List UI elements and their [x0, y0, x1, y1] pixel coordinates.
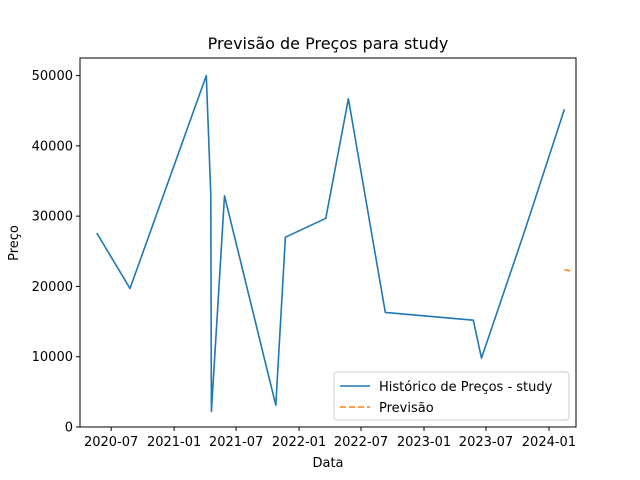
y-tick-label: 30000 [32, 210, 73, 225]
chart-title: Previsão de Preços para study [208, 34, 449, 53]
legend-label-forecast: Previsão [379, 401, 434, 416]
y-tick-label: 40000 [32, 139, 73, 154]
y-axis-label: Preço [7, 225, 22, 261]
x-tick-label: 2023-07 [459, 435, 513, 450]
x-tick-label: 2021-07 [209, 435, 263, 450]
x-axis: 2020-07 2021-01 2021-07 2022-01 2022-07 2023-… [84, 427, 576, 450]
plot-area [96, 74, 572, 413]
y-tick-label: 10000 [32, 350, 73, 365]
series-line-0 [96, 74, 566, 413]
x-tick-label: 2021-01 [147, 435, 201, 450]
x-tick-label: 2020-07 [84, 435, 138, 450]
y-tick-label: 20000 [32, 280, 73, 295]
legend-label-history: Histórico de Preços - study [379, 380, 553, 395]
y-axis: 0 10000 20000 30000 40000 50000 [32, 69, 80, 436]
x-tick-label: 2023-01 [397, 435, 451, 450]
plot-frame [79, 57, 577, 428]
x-tick-label: 2022-01 [272, 435, 326, 450]
series-line-1 [564, 268, 572, 272]
legend-box [333, 371, 570, 421]
y-tick-label: 0 [65, 421, 73, 436]
x-tick-label: 2022-07 [334, 435, 388, 450]
x-axis-label: Data [312, 456, 343, 471]
x-tick-label: 2024-01 [522, 435, 576, 450]
legend: Histórico de Preços - study Previsão [333, 371, 570, 421]
y-tick-label: 50000 [32, 69, 73, 84]
